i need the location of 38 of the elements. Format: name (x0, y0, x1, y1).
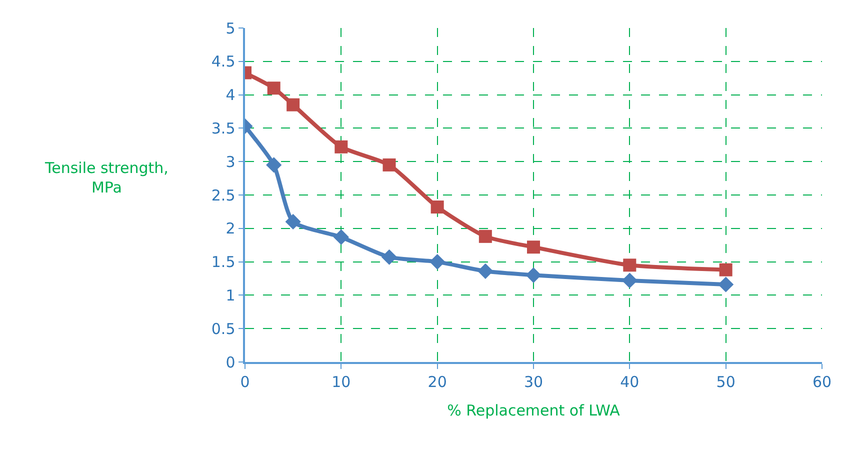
y-tick-label: 4 (226, 86, 236, 104)
x-tick-label: 50 (716, 372, 736, 391)
point (478, 230, 492, 243)
point (622, 272, 638, 288)
y-tick-label: 3.5 (211, 119, 236, 138)
point (478, 263, 494, 279)
x-tick-label: 60 (812, 372, 832, 391)
point (430, 254, 446, 270)
point (266, 157, 282, 173)
x-axis-title: % Replacement of LWA (447, 401, 621, 420)
x-tick-label: 0 (240, 372, 250, 391)
y-tick-label: 4.5 (211, 52, 236, 71)
point (333, 229, 349, 245)
y-tick-label: 0.5 (211, 320, 236, 338)
point (381, 249, 398, 265)
point (334, 140, 348, 154)
y-axis-title: Tensile strength, MPa (44, 159, 168, 196)
y-tick-label: 2 (226, 220, 236, 238)
point (719, 263, 732, 276)
x-tick-label: 10 (332, 372, 351, 391)
y-tick-label: 1.5 (211, 253, 236, 272)
point (285, 214, 301, 230)
x-tick-label: 40 (620, 372, 640, 391)
x-tick-label: 30 (524, 372, 544, 391)
y-tick-label: 5 (226, 19, 236, 38)
point (382, 158, 396, 172)
x-tick-label: 20 (428, 372, 447, 391)
point (623, 258, 636, 272)
point (430, 200, 444, 214)
point (718, 276, 734, 292)
y-tick-label: 0 (226, 353, 236, 372)
point (526, 267, 542, 283)
point (286, 98, 300, 112)
y-tick-label: 2.5 (211, 186, 236, 204)
y-tick-label: 1 (226, 286, 236, 304)
point (267, 82, 280, 95)
point (527, 240, 540, 254)
y-tick-label: 3 (226, 152, 236, 171)
